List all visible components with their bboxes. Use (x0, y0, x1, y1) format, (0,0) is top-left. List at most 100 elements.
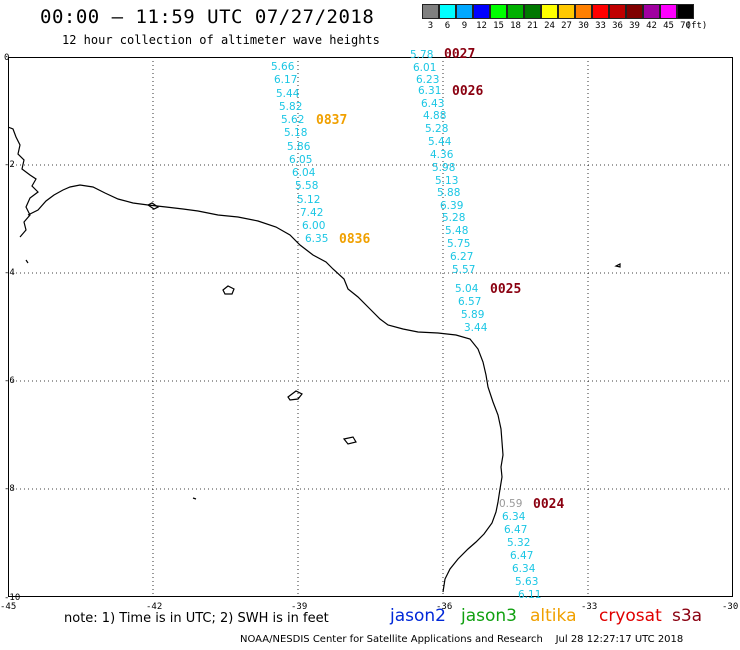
scale-cell: 27 (558, 4, 575, 31)
scale-label: 33 (595, 21, 606, 31)
wave-height-value: 6.27 (450, 251, 474, 263)
satellite-legend-s3a: s3a (672, 606, 703, 626)
scale-cell: 18 (507, 4, 524, 31)
track-time-label: 0024 (533, 497, 565, 512)
scale-cell: 6 (439, 4, 456, 31)
generated-timestamp: Jul 28 12:27:17 UTC 2018 (555, 634, 684, 645)
wave-height-value: 6.11 (518, 589, 542, 601)
lon-label: -42 (146, 602, 163, 612)
scale-swatch (558, 4, 575, 19)
lon-label: -39 (291, 602, 308, 612)
wave-height-value: 5.86 (287, 141, 311, 153)
wave-height-value: 5.12 (297, 194, 321, 206)
scale-swatch (456, 4, 473, 19)
wave-height-value: 6.35 (305, 233, 329, 245)
wave-height-value: 6.17 (274, 74, 298, 86)
scale-cell: 36 (609, 4, 626, 31)
wave-height-value: 4.36 (430, 149, 454, 161)
scale-cell: 45 (660, 4, 677, 31)
track-time-label: 0027 (444, 47, 476, 62)
credit-text: NOAA/NESDIS Center for Satellite Applica… (240, 634, 543, 645)
wave-height-value: 5.75 (447, 238, 471, 250)
scale-unit-cell: (ft) (685, 4, 708, 31)
scale-label: 15 (493, 21, 504, 31)
scale-cell: 9 (456, 4, 473, 31)
lon-label: -36 (436, 602, 453, 612)
wave-height-value: 5.32 (507, 537, 531, 549)
wave-height-value: 6.00 (302, 220, 326, 232)
scale-swatch (422, 4, 439, 19)
lon-label: -30 (722, 602, 739, 612)
wave-height-value: 6.43 (421, 98, 445, 110)
wave-height-value: 5.57 (452, 264, 476, 276)
scale-cell: 12 (473, 4, 490, 31)
wave-height-value: 6.31 (418, 85, 442, 97)
scale-label: 18 (510, 21, 521, 31)
scale-label: 39 (629, 21, 640, 31)
wave-height-value: 5.62 (281, 114, 305, 126)
lon-label: -33 (581, 602, 598, 612)
wave-height-value: 6.47 (510, 550, 534, 562)
wave-height-value: 6.57 (458, 296, 482, 308)
scale-swatch (490, 4, 507, 19)
track-time-label: 0837 (316, 113, 348, 128)
map-title: 00:00 – 11:59 UTC 07/27/2018 (40, 6, 375, 28)
coastline (8, 126, 621, 593)
scale-cell: 39 (626, 4, 643, 31)
map-frame (8, 57, 733, 597)
scale-cell: 42 (643, 4, 660, 31)
scale-label: 42 (646, 21, 657, 31)
grid-lines (8, 57, 733, 597)
satellite-legend-jason2: jason2 (390, 606, 446, 626)
lat-label: -4 (4, 268, 15, 278)
wave-height-value: 5.88 (437, 187, 461, 199)
scale-label: 12 (476, 21, 487, 31)
map-subtitle: 12 hour collection of altimeter wave hei… (62, 33, 380, 47)
scale-swatch (524, 4, 541, 19)
wave-height-value: 5.82 (279, 101, 303, 113)
scale-label: 45 (663, 21, 674, 31)
wave-height-value: 5.58 (295, 180, 319, 192)
wave-height-value: 6.05 (289, 154, 313, 166)
credit-line: NOAA/NESDIS Center for Satellite Applica… (240, 634, 683, 645)
scale-swatch (643, 4, 660, 19)
wave-height-value: 6.34 (512, 563, 536, 575)
wave-height-value: 5.18 (284, 127, 308, 139)
wave-height-value: 5.28 (442, 212, 466, 224)
wave-height-value: 6.39 (440, 200, 464, 212)
wave-height-value: 5.78 (410, 49, 434, 61)
wave-height-value: 0.59 (499, 498, 523, 510)
scale-label: 9 (461, 21, 468, 31)
wave-height-value: 5.48 (445, 225, 469, 237)
track-time-label: 0025 (490, 282, 522, 297)
lat-label: -6 (4, 376, 15, 386)
scale-swatch (592, 4, 609, 19)
lat-label: -2 (4, 160, 15, 170)
track-time-label: 0836 (339, 232, 371, 247)
satellite-legend-cryosat: cryosat (599, 606, 662, 626)
wave-height-value: 5.98 (432, 162, 456, 174)
scale-label: 21 (527, 21, 538, 31)
wave-height-value: 5.63 (515, 576, 539, 588)
scale-label: 30 (578, 21, 589, 31)
scale-unit: (ft) (685, 21, 708, 31)
wave-height-value: 6.01 (413, 62, 437, 74)
scale-swatch (507, 4, 524, 19)
scale-swatch (609, 4, 626, 19)
scale-cell: 70 (677, 4, 694, 31)
wave-height-value: 6.04 (292, 167, 316, 179)
scale-cell: 21 (524, 4, 541, 31)
scale-cell: 24 (541, 4, 558, 31)
scale-label: 36 (612, 21, 623, 31)
scale-cell: 3 (422, 4, 439, 31)
wave-height-value: 5.04 (455, 283, 479, 295)
scale-cell: 15 (490, 4, 507, 31)
track-time-label: 0026 (452, 84, 484, 99)
satellite-legend-altika: altika (530, 606, 577, 626)
wave-height-value: 5.44 (428, 136, 452, 148)
wave-height-value: 6.23 (416, 74, 440, 86)
scale-swatch (660, 4, 677, 19)
lat-label: 0 (4, 53, 10, 63)
scale-swatch (677, 4, 694, 19)
wave-height-color-scale: 3 6 9 12 15 18 21 24 27 30 33 36 39 42 45 70 (ft) (422, 4, 708, 31)
